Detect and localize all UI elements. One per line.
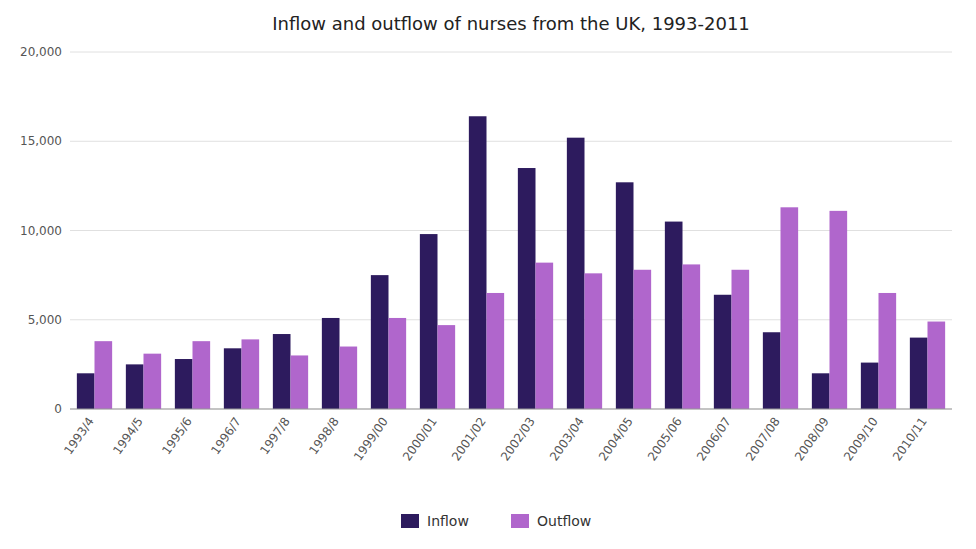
bar xyxy=(861,363,879,409)
bar xyxy=(242,339,260,409)
chart-container: Inflow and outflow of nurses from the UK… xyxy=(0,0,976,549)
legend-label: Outflow xyxy=(537,513,591,529)
x-tick-label: 2002/03 xyxy=(498,415,538,464)
y-tick-label: 15,000 xyxy=(20,134,62,148)
bar xyxy=(273,334,291,409)
x-tick-label: 2005/06 xyxy=(645,415,685,464)
x-axis-line xyxy=(70,409,952,410)
bar xyxy=(763,332,781,409)
bar xyxy=(536,263,554,409)
bar xyxy=(585,273,603,409)
x-tick-label: 2010/11 xyxy=(890,415,930,464)
x-tick-label: 2009/10 xyxy=(841,415,881,464)
x-tick-label: 2004/05 xyxy=(596,415,636,464)
chart-title: Inflow and outflow of nurses from the UK… xyxy=(272,13,750,34)
x-tick-label: 1995/6 xyxy=(159,415,195,458)
grid-line xyxy=(70,141,952,142)
bar xyxy=(126,364,144,409)
y-tick-label: 10,000 xyxy=(20,224,62,238)
legend-swatch xyxy=(511,514,529,528)
bar xyxy=(224,348,242,409)
bar xyxy=(879,293,897,409)
bar xyxy=(77,373,95,409)
legend: Inflow Outflow xyxy=(401,513,591,529)
x-tick-label: 2007/08 xyxy=(743,415,783,464)
x-axis: 1993/4 1994/5 1995/6 1996/7 1997/8 1998/81999… xyxy=(61,415,930,464)
x-tick-label: 1993/4 xyxy=(61,415,97,458)
bar xyxy=(469,116,487,409)
bar xyxy=(665,222,683,409)
bar xyxy=(928,322,946,409)
y-tick-label: 5,000 xyxy=(28,313,62,327)
x-tick-label: 1996/7 xyxy=(208,415,244,458)
bar xyxy=(291,355,309,409)
bar xyxy=(389,318,407,409)
bar xyxy=(322,318,340,409)
chart-svg: Inflow and outflow of nurses from the UK… xyxy=(0,0,976,549)
grid-line xyxy=(70,409,952,410)
bar xyxy=(683,264,701,409)
bar xyxy=(714,295,732,409)
bar xyxy=(910,338,928,409)
bar xyxy=(487,293,505,409)
bar xyxy=(634,270,652,409)
x-tick-label: 2008/09 xyxy=(792,415,832,464)
grid-line xyxy=(70,52,952,53)
bar xyxy=(193,341,211,409)
x-tick-label: 1994/5 xyxy=(110,415,146,458)
bar xyxy=(781,207,799,409)
grid-line xyxy=(70,230,952,231)
x-tick-label: 1997/8 xyxy=(257,415,293,458)
x-tick-label: 2001/02 xyxy=(449,415,489,464)
bar xyxy=(567,138,585,409)
bar xyxy=(830,211,848,409)
x-tick-label: 2000/01 xyxy=(400,415,440,464)
legend-swatch xyxy=(401,514,419,528)
bar xyxy=(812,373,830,409)
y-tick-label: 0 xyxy=(54,402,62,416)
x-tick-label: 2003/04 xyxy=(547,415,587,464)
bar xyxy=(518,168,536,409)
x-tick-label: 1998/8 xyxy=(306,415,342,458)
bar xyxy=(438,325,456,409)
bar xyxy=(95,341,113,409)
grid-line xyxy=(70,319,952,320)
bar xyxy=(420,234,438,409)
x-tick-label: 2006/07 xyxy=(694,415,734,464)
legend-label: Inflow xyxy=(427,513,469,529)
bar xyxy=(340,347,358,409)
bar xyxy=(144,354,162,409)
y-tick-label: 20,000 xyxy=(20,45,62,59)
bar xyxy=(616,182,634,409)
bar xyxy=(732,270,750,409)
y-axis: 0 5,000 10,000 15,000 20,000 xyxy=(20,45,952,416)
x-tick-label: 1999/00 xyxy=(351,415,391,464)
bar xyxy=(175,359,193,409)
bars xyxy=(77,116,945,409)
bar xyxy=(371,275,389,409)
